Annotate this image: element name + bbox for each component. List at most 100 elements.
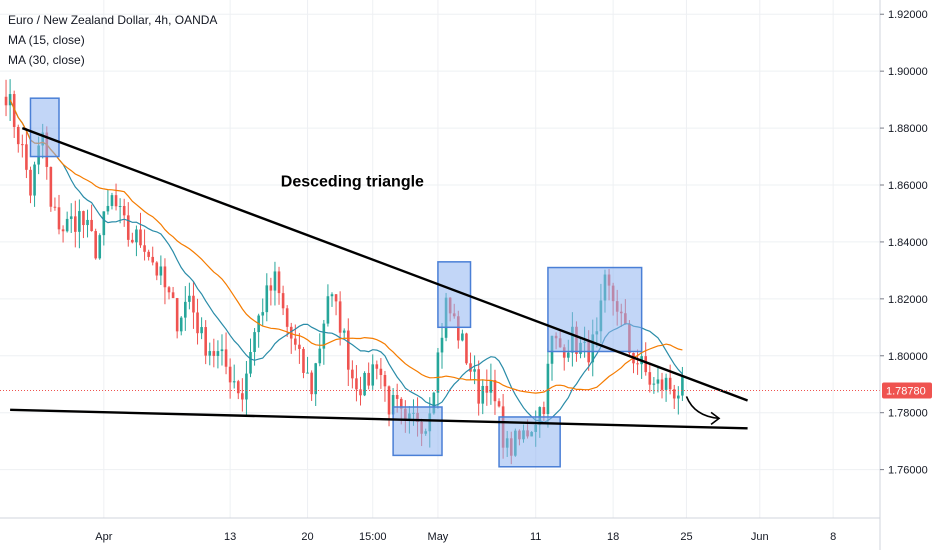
candle-body (69, 216, 73, 219)
candle-body (672, 389, 676, 399)
y-tick-label: 1.80000 (888, 351, 928, 363)
x-tick-label: Apr (95, 531, 112, 543)
y-tick-label: 1.84000 (888, 237, 928, 249)
ma-fast-line (9, 99, 683, 424)
candle-body (351, 369, 354, 379)
candle-body (440, 337, 444, 353)
x-tick-label: 11 (530, 531, 541, 543)
lower-trendline (10, 408, 748, 430)
candle-body (636, 363, 639, 365)
candle-body (98, 235, 102, 259)
candle-body (159, 266, 163, 276)
candle-body (147, 251, 150, 257)
candle-body (21, 144, 24, 146)
annotation-box (547, 266, 643, 353)
annotation-box (498, 416, 561, 468)
candle-body (391, 394, 395, 415)
candle-body (481, 385, 485, 404)
candle-body (387, 386, 391, 415)
candle-body (163, 266, 167, 288)
candle-body (652, 383, 656, 385)
candle-body (497, 401, 501, 407)
candle-body (289, 326, 293, 339)
candle-body (131, 239, 134, 243)
candle-body (241, 393, 244, 400)
candle-body (228, 366, 232, 383)
candle-body (338, 301, 342, 333)
candle-body (269, 285, 273, 291)
candle-body (33, 164, 36, 196)
candle-body (562, 347, 566, 358)
arrow-head (710, 411, 721, 426)
candle-body (538, 407, 542, 425)
candle-body (167, 287, 171, 293)
candle-body (648, 372, 652, 385)
x-tick-label: 18 (607, 531, 619, 543)
candle-body (29, 169, 32, 196)
candle-body (359, 389, 362, 396)
x-tick-label: 8 (830, 531, 836, 543)
candle-body (208, 351, 212, 356)
candle-body (681, 376, 684, 396)
candle-body (326, 296, 330, 324)
candle-body (4, 96, 8, 106)
candle-body (114, 195, 118, 207)
candle-body (151, 256, 155, 263)
candle-body (546, 363, 550, 415)
chart-legend: Euro / New Zealand Dollar, 4h, OANDA MA … (8, 10, 217, 70)
y-tick-label: 1.86000 (888, 180, 928, 192)
candle-body (196, 312, 199, 334)
candle-body (355, 378, 358, 390)
candle-body (399, 398, 403, 409)
candle-body (432, 392, 436, 414)
candle-body (469, 363, 472, 372)
candle-body (660, 379, 664, 390)
candle-body (25, 144, 28, 170)
candle-body (542, 407, 546, 415)
candle-body (126, 215, 130, 240)
legend-ma-fast: MA (15, close) (8, 33, 85, 47)
candle-body (334, 294, 338, 302)
candle-body (74, 216, 77, 232)
candle-body (61, 229, 65, 232)
candle-body (249, 351, 252, 374)
x-tick-label: 20 (301, 531, 313, 543)
candle-body (118, 206, 122, 208)
candle-body (465, 333, 468, 364)
candle-body (330, 294, 334, 297)
candle-body (90, 219, 93, 232)
x-tick-label: 13 (224, 531, 236, 543)
candle-body (318, 348, 322, 364)
annotation-title: Desceding triangle (281, 173, 424, 190)
candle-body (143, 245, 146, 252)
candle-body (281, 293, 285, 309)
candle-body (298, 344, 301, 349)
candle-body (473, 369, 476, 372)
candle-body (220, 349, 224, 352)
candle-body (65, 218, 69, 232)
candle-body (224, 349, 228, 367)
annotation-box (29, 97, 60, 158)
candle-body (49, 166, 53, 207)
x-tick-label: 15:00 (359, 531, 387, 543)
ma-slow-line (9, 99, 683, 394)
candle-body (485, 385, 489, 393)
candle-body (489, 380, 493, 393)
candle-body (371, 364, 375, 386)
candle-body (265, 285, 269, 313)
annotation-box (392, 406, 443, 457)
candle-body (656, 379, 660, 384)
candle-body (110, 195, 114, 206)
x-tick-label: 25 (680, 531, 692, 543)
candle-body (375, 364, 379, 369)
candle-body (477, 369, 480, 404)
candle-body (322, 323, 326, 349)
last-price-label: 1.78780 (886, 385, 926, 397)
candle-body (261, 312, 265, 316)
y-tick-label: 1.78000 (888, 408, 928, 420)
candle-body (461, 333, 464, 341)
candle-body (204, 327, 207, 356)
candle-body (363, 372, 366, 396)
